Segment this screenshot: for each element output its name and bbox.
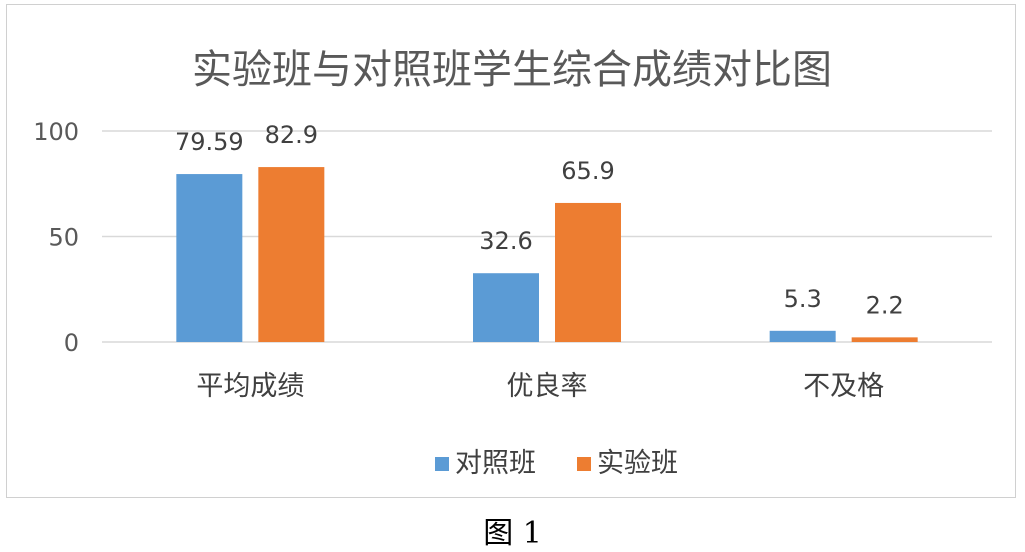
bars <box>176 167 918 342</box>
y-axis-tick-labels: 0 50 100 <box>33 118 79 357</box>
data-label-1-1: 65.9 <box>561 157 614 185</box>
y-tick-label-0: 0 <box>64 329 79 357</box>
figure-caption: 图 1 <box>483 516 542 551</box>
data-label-0-1: 82.9 <box>265 121 318 149</box>
bar-0-0 <box>176 174 243 342</box>
x-tick-label-0: 平均成绩 <box>196 371 304 402</box>
chart-title: 实验班与对照班学生综合成绩对比图 <box>192 47 832 93</box>
x-axis-tick-labels: 平均成绩 优良率 不及格 <box>196 371 884 402</box>
legend-label-1: 实验班 <box>597 448 678 479</box>
bar-chart: 实验班与对照班学生综合成绩对比图 0 50 100 79.59 82.9 32.6 65.… <box>33 47 992 479</box>
data-label-2-1: 2.2 <box>866 291 904 319</box>
x-tick-label-1: 优良率 <box>507 371 588 402</box>
y-tick-label-1: 50 <box>48 224 79 252</box>
legend-label-0: 对照班 <box>455 448 536 479</box>
y-tick-label-2: 100 <box>33 118 79 146</box>
bar-2-1 <box>851 337 918 342</box>
data-labels: 79.59 82.9 32.6 65.9 5.3 2.2 <box>175 121 904 319</box>
data-label-0-0: 79.59 <box>175 128 244 156</box>
legend-swatch-0 <box>435 457 449 471</box>
legend-swatch-1 <box>577 457 591 471</box>
legend: 对照班 实验班 <box>435 448 678 479</box>
x-tick-label-2: 不及格 <box>803 371 884 402</box>
bar-2-0 <box>769 330 836 342</box>
bar-1-0 <box>473 273 539 342</box>
bar-0-1 <box>258 167 325 342</box>
bar-1-1 <box>555 202 621 342</box>
chart-frame: 实验班与对照班学生综合成绩对比图 0 50 100 79.59 82.9 32.6 65.… <box>6 4 1016 498</box>
data-label-2-0: 5.3 <box>784 285 822 313</box>
data-label-1-0: 32.6 <box>479 227 532 255</box>
gridlines <box>102 130 992 343</box>
